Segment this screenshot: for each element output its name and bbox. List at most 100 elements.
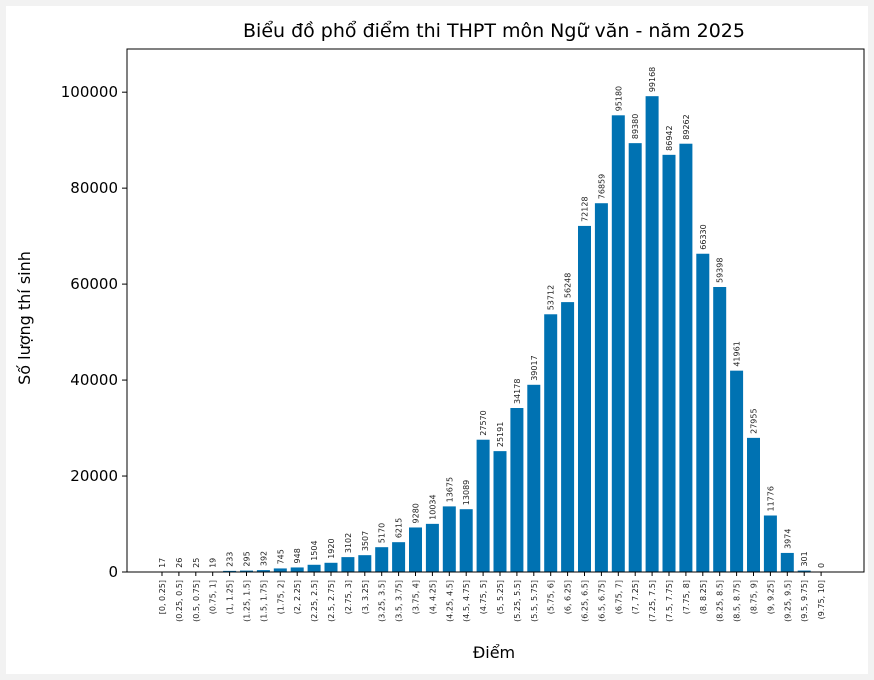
bar bbox=[611, 115, 625, 572]
bar bbox=[780, 552, 794, 572]
bar bbox=[679, 143, 693, 572]
bar-value-label: 25 bbox=[192, 558, 201, 568]
x-tick-label: (0.75, 1] bbox=[209, 580, 218, 614]
bar-value-label: 3974 bbox=[783, 529, 792, 549]
bar-value-label: 66330 bbox=[699, 224, 708, 249]
x-tick-label: (6, 6.25] bbox=[564, 580, 573, 614]
bar bbox=[763, 515, 777, 572]
bar bbox=[527, 384, 541, 572]
bar bbox=[696, 253, 710, 573]
bar-value-label: 3102 bbox=[344, 533, 353, 553]
bar-value-label: 59398 bbox=[716, 258, 725, 283]
bar-value-label: 948 bbox=[293, 548, 302, 563]
x-tick-label: (5.5, 5.75] bbox=[530, 580, 539, 622]
bar bbox=[425, 523, 439, 572]
bar-value-label: 27570 bbox=[479, 410, 488, 435]
bar bbox=[273, 568, 287, 572]
x-tick-label: (2.75, 3] bbox=[344, 580, 353, 614]
bar-value-label: 5170 bbox=[378, 523, 387, 543]
bar bbox=[797, 570, 811, 572]
x-tick-label: (4.5, 4.75] bbox=[462, 580, 471, 622]
x-tick-label: (4, 4.25] bbox=[428, 580, 437, 614]
bar-value-label: 1920 bbox=[327, 538, 336, 558]
bar-value-label: 34178 bbox=[513, 379, 522, 404]
bar-value-label: 17 bbox=[158, 558, 167, 568]
bars-layer bbox=[155, 96, 811, 573]
bar-value-label: 13089 bbox=[462, 480, 471, 505]
bar bbox=[240, 570, 253, 572]
bar bbox=[409, 527, 422, 572]
bar bbox=[256, 570, 270, 572]
x-tick-label: (5.25, 5.5] bbox=[513, 580, 522, 622]
x-tick-label: (1.5, 1.75] bbox=[259, 580, 268, 622]
bar bbox=[747, 437, 760, 572]
bar bbox=[662, 154, 676, 572]
x-axis-label: Điểm bbox=[473, 643, 515, 662]
x-tick-label: (3.75, 4] bbox=[412, 580, 421, 614]
x-tick-label: (8, 8.25] bbox=[699, 580, 708, 614]
bar-value-label: 392 bbox=[259, 551, 268, 566]
x-tick-label: (9.75, 10] bbox=[817, 580, 826, 619]
x-tick-label: (2, 2.25] bbox=[293, 580, 302, 614]
chart-title: Biểu đồ phổ điểm thi THPT môn Ngữ văn - … bbox=[243, 20, 745, 42]
bar bbox=[510, 408, 524, 572]
x-tick-label: (3.5, 3.75] bbox=[395, 580, 404, 622]
y-tick-label: 20000 bbox=[70, 467, 118, 485]
bar bbox=[375, 547, 389, 572]
x-tick-label: (1, 1.25] bbox=[226, 580, 235, 614]
x-tick-label: (4.75, 5] bbox=[479, 580, 488, 614]
bar bbox=[594, 203, 608, 572]
bar bbox=[392, 542, 406, 572]
x-tick-label: [0, 0.25] bbox=[158, 580, 167, 614]
bar-value-label: 86942 bbox=[665, 125, 674, 150]
bar-value-label: 0 bbox=[817, 563, 826, 568]
x-tick-label: (0.5, 0.75] bbox=[192, 580, 201, 622]
bar-value-label: 53712 bbox=[547, 285, 556, 310]
bar-value-label: 89262 bbox=[682, 114, 691, 139]
x-tick-label: (5, 5.25] bbox=[496, 580, 505, 614]
bar bbox=[493, 451, 507, 572]
bar bbox=[307, 564, 321, 572]
bar bbox=[578, 225, 591, 573]
x-tick-label: (2.25, 2.5] bbox=[310, 580, 319, 622]
bar-value-label: 56248 bbox=[564, 273, 573, 298]
x-tick-label: (3.25, 3.5] bbox=[378, 580, 387, 622]
bar-value-label: 99168 bbox=[648, 67, 657, 92]
bar-value-label: 233 bbox=[226, 552, 235, 567]
plot-area-frame bbox=[126, 48, 865, 573]
bar bbox=[730, 370, 744, 572]
y-tick-label: 100000 bbox=[61, 83, 118, 101]
x-tick-label: (9.5, 9.75] bbox=[800, 580, 809, 622]
bar-value-label: 76859 bbox=[597, 174, 606, 199]
x-tick-label: (3, 3.25] bbox=[361, 580, 370, 614]
x-tick-label: (1.25, 1.5] bbox=[243, 580, 252, 622]
y-tick-label: 0 bbox=[108, 563, 118, 581]
bar-value-label: 41961 bbox=[733, 341, 742, 366]
y-tick-label: 80000 bbox=[70, 179, 118, 197]
y-axis-label: Số lượng thí sinh bbox=[15, 251, 34, 385]
x-tick-label: (6.25, 6.5] bbox=[581, 580, 590, 622]
bar-value-label: 19 bbox=[209, 558, 218, 568]
bar bbox=[324, 562, 338, 572]
x-tick-label: (1.75, 2] bbox=[276, 580, 285, 614]
x-tick-label: (2.5, 2.75] bbox=[327, 580, 336, 622]
x-tick-label: (4.25, 4.5] bbox=[445, 580, 454, 622]
y-axis-ticks: 0 20000 40000 60000 80000 100000 bbox=[61, 83, 127, 581]
chart-card: Biểu đồ phổ điểm thi THPT môn Ngữ văn - … bbox=[6, 6, 868, 674]
bar-value-label: 295 bbox=[243, 551, 252, 566]
x-tick-label: (5.75, 6] bbox=[547, 580, 556, 614]
bar-value-label: 25191 bbox=[496, 422, 505, 447]
x-tick-label: (9, 9.25] bbox=[766, 580, 775, 614]
bar bbox=[341, 557, 355, 572]
x-tick-label: (6.75, 7] bbox=[614, 580, 623, 614]
bar-value-label: 13675 bbox=[445, 477, 454, 502]
bar-value-label: 301 bbox=[800, 551, 809, 566]
y-tick-label: 60000 bbox=[70, 275, 118, 293]
bar-value-labels: 17 26 25 19 233 295 392 745 948 1504 1920 3102 3507 5… bbox=[158, 67, 826, 568]
bar bbox=[544, 314, 558, 572]
bar bbox=[645, 96, 659, 573]
bar bbox=[713, 287, 727, 572]
x-tick-label: (6.5, 6.75] bbox=[597, 580, 606, 622]
bar-value-label: 27955 bbox=[750, 408, 759, 433]
bar-value-label: 89380 bbox=[631, 114, 640, 139]
